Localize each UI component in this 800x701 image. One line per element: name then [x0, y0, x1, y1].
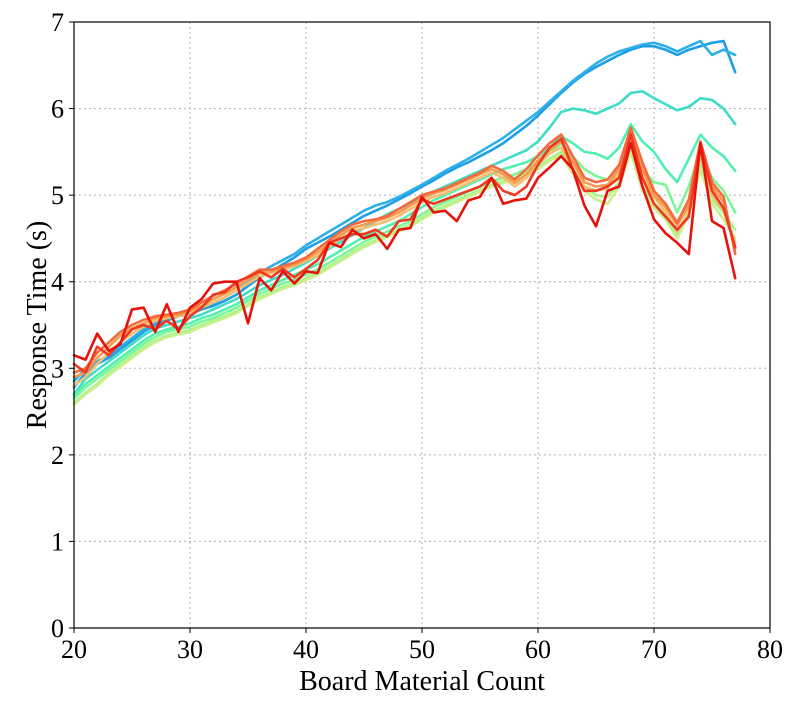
series-line-8 — [72, 131, 737, 379]
x-tick-label-6: 80 — [757, 635, 783, 664]
series-line-6 — [72, 150, 737, 406]
series-line-2 — [72, 89, 737, 396]
x-tick-label-2: 40 — [293, 635, 319, 664]
x-tick-label-4: 60 — [525, 635, 551, 664]
x-tick-label-3: 50 — [409, 635, 435, 664]
grid — [73, 21, 771, 629]
y-tick-label-6: 6 — [51, 95, 64, 124]
x-axis-title: Board Material Count — [299, 666, 545, 697]
y-tick-label-1: 1 — [51, 527, 64, 556]
series-line-9 — [72, 126, 737, 374]
series-line-4 — [72, 133, 737, 400]
series-line-10 — [72, 133, 737, 374]
y-tick-label-5: 5 — [51, 181, 64, 210]
series-line-11 — [72, 141, 737, 361]
y-tick-label-0: 0 — [51, 614, 64, 643]
y-tick-label-4: 4 — [51, 268, 64, 297]
y-axis: 0 1 2 3 4 5 6 7 — [51, 8, 74, 643]
y-tick-label-3: 3 — [51, 354, 64, 383]
x-tick-label-1: 30 — [177, 635, 203, 664]
series-line-5 — [72, 146, 737, 405]
y-tick-label-7: 7 — [51, 8, 64, 37]
series-layer — [72, 39, 737, 406]
y-tick-label-2: 2 — [51, 441, 64, 470]
x-tick-label-5: 70 — [641, 635, 667, 664]
series-line-3 — [72, 122, 737, 398]
series-line-7 — [72, 140, 737, 387]
x-tick-label-0: 20 — [61, 635, 87, 664]
y-axis-title: Response Time (s) — [22, 221, 53, 429]
x-axis: 20 30 40 50 60 70 80 — [61, 628, 783, 664]
